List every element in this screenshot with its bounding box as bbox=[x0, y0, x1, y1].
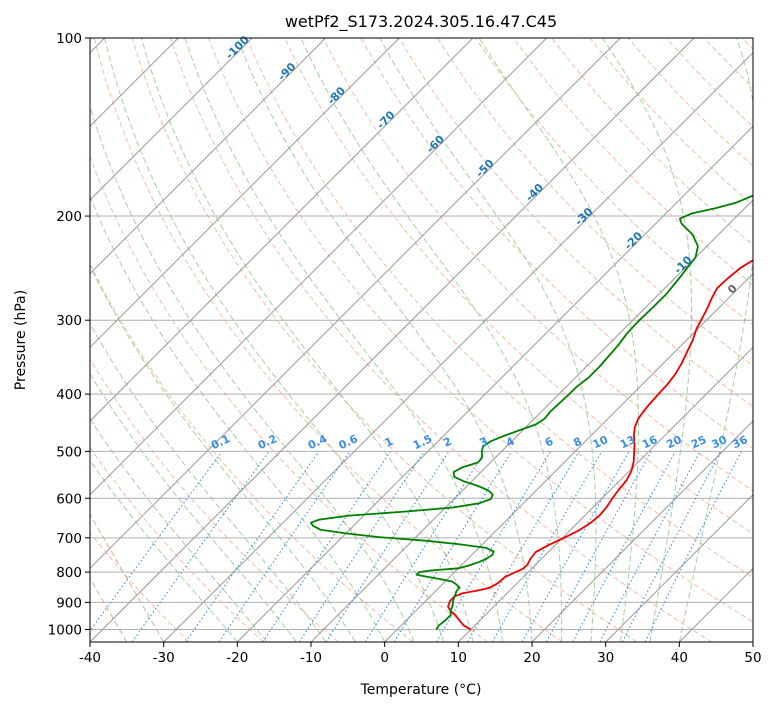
dry-adiabat-line-13 bbox=[398, 38, 753, 408]
y-tick-label-5: 600 bbox=[56, 491, 82, 507]
moist-adiabat-line-14 bbox=[602, 38, 692, 642]
mixing-ratio-label-11: 10 bbox=[591, 433, 611, 451]
moist-adiabat-line-6 bbox=[90, 104, 415, 642]
mixing-ratio-line-6 bbox=[325, 451, 450, 642]
dry-adiabat-line-8 bbox=[208, 38, 753, 623]
dry-adiabat-line-0 bbox=[90, 531, 190, 642]
x-tick-label-8: 40 bbox=[671, 650, 688, 666]
x-tick-label-7: 30 bbox=[597, 650, 614, 666]
moist-adiabat-line-5 bbox=[90, 195, 386, 642]
dry-adiabat-line-2 bbox=[90, 358, 339, 642]
x-tick-label-2: -20 bbox=[226, 650, 248, 666]
isotherm-line-7 bbox=[90, 38, 474, 422]
moist-adiabat-line-3 bbox=[90, 322, 327, 642]
dry-adiabat-line-17 bbox=[551, 38, 753, 246]
moist-adiabat-line-2 bbox=[90, 372, 297, 642]
mixing-ratio-line-10 bbox=[467, 451, 580, 642]
y-tick-label-2: 300 bbox=[56, 313, 82, 329]
dry-adiabat-line-7 bbox=[170, 38, 712, 642]
y-tick-label-6: 700 bbox=[56, 531, 82, 547]
x-axis-ticks: -40 -30 -20 -10 0 10 20 30 40 50 bbox=[79, 642, 762, 666]
isotherm-line-11 bbox=[163, 51, 753, 642]
x-tick-label-3: -10 bbox=[300, 650, 322, 666]
plot-frame bbox=[89, 37, 754, 643]
moist-adiabat-line-11 bbox=[300, 38, 563, 642]
x-axis-label: Temperature (°C) bbox=[360, 682, 482, 698]
y-tick-label-9: 1000 bbox=[48, 622, 82, 638]
y-tick-label-8: 900 bbox=[56, 595, 82, 611]
moist-adiabat-line-13 bbox=[478, 38, 639, 642]
mixing-ratio-label-12: 13 bbox=[618, 433, 637, 451]
chart-title: wetPf2_S173.2024.305.16.47.C45 bbox=[285, 12, 557, 32]
x-tick-label-0: -40 bbox=[79, 650, 101, 666]
isotherm-line-16 bbox=[531, 420, 753, 642]
dewpoint-line bbox=[309, 194, 753, 630]
mixing-ratio-line-12 bbox=[521, 451, 630, 642]
mixing-ratio-line-7 bbox=[364, 451, 486, 642]
y-axis-label: Pressure (hPa) bbox=[13, 290, 29, 390]
isotherm-line-8 bbox=[90, 38, 548, 496]
mixing-ratio-line-1 bbox=[131, 451, 270, 642]
y-tick-label-7: 800 bbox=[56, 565, 82, 581]
mixing-ratio-line-0 bbox=[90, 451, 223, 632]
dry-adiabat-line-3 bbox=[90, 262, 414, 642]
isotherm-line-10 bbox=[90, 38, 695, 642]
moist-adiabat-line-8 bbox=[140, 38, 474, 642]
dry-adiabat-line-18 bbox=[589, 38, 753, 206]
x-tick-label-6: 20 bbox=[523, 650, 540, 666]
isotherm-line-15 bbox=[457, 346, 753, 642]
dry-adiabat-line-6 bbox=[131, 38, 638, 642]
mixing-ratio-line-3 bbox=[218, 451, 351, 642]
y-tick-label-4: 500 bbox=[56, 444, 82, 460]
moist-adiabat-line-15 bbox=[678, 38, 753, 642]
isotherm-line-12 bbox=[236, 125, 753, 642]
moist-adiabat-line-9 bbox=[184, 38, 503, 642]
isotherm-line-13 bbox=[310, 199, 753, 642]
mixing-ratio-label-13: 16 bbox=[640, 433, 660, 451]
isotherm-line-14 bbox=[384, 272, 753, 642]
moist-adiabat-line-7 bbox=[104, 38, 445, 642]
x-tick-label-4: 0 bbox=[380, 650, 389, 666]
isotherm-line-5 bbox=[90, 38, 327, 275]
mixing-ratio-label-17: 36 bbox=[730, 433, 750, 451]
isotherm-line-9 bbox=[90, 38, 621, 570]
sounding-profiles bbox=[309, 194, 753, 631]
mixing-ratio-line-13 bbox=[545, 451, 652, 642]
mixing-ratio-label-15: 25 bbox=[689, 433, 708, 451]
moist-adiabat-line-0 bbox=[90, 459, 238, 642]
mixing-ratio-line-14 bbox=[572, 451, 676, 642]
dry-adiabat-line-11 bbox=[322, 38, 753, 492]
moist-adiabat-line-1 bbox=[90, 418, 268, 642]
y-tick-label-3: 400 bbox=[56, 387, 82, 403]
x-tick-label-5: 10 bbox=[450, 650, 467, 666]
dry-adiabat-line-9 bbox=[246, 38, 753, 578]
isotherm-line-17 bbox=[605, 493, 753, 642]
mixing-ratio-label-16: 30 bbox=[710, 433, 730, 451]
x-tick-label-1: -30 bbox=[153, 650, 175, 666]
dry-adiabat-line-14 bbox=[436, 38, 753, 367]
dry-adiabat-line-5 bbox=[93, 38, 563, 642]
y-axis-ticks: 100 200 300 400 500 600 700 800 900 1000 bbox=[48, 31, 90, 638]
x-tick-label-9: 50 bbox=[744, 650, 761, 666]
moist-adiabat-line-4 bbox=[90, 264, 356, 642]
isotherm-line-4 bbox=[90, 38, 253, 201]
moist-adiabat-line-12 bbox=[379, 38, 597, 642]
mixing-ratio-line-9 bbox=[435, 451, 552, 642]
dry-adiabat-line-15 bbox=[475, 38, 753, 326]
isotherm-line-6 bbox=[90, 38, 400, 349]
y-tick-label-0: 100 bbox=[56, 31, 82, 47]
y-tick-label-1: 200 bbox=[56, 209, 82, 225]
dry-adiabat-line-19 bbox=[627, 38, 753, 167]
mixing-ratio-line-8 bbox=[393, 451, 513, 642]
isotherms bbox=[90, 38, 753, 642]
mixing-ratio-label-14: 20 bbox=[664, 433, 684, 451]
dry-adiabat-line-10 bbox=[284, 38, 753, 535]
moist-adiabats bbox=[90, 38, 753, 642]
temperature-line bbox=[447, 259, 753, 631]
